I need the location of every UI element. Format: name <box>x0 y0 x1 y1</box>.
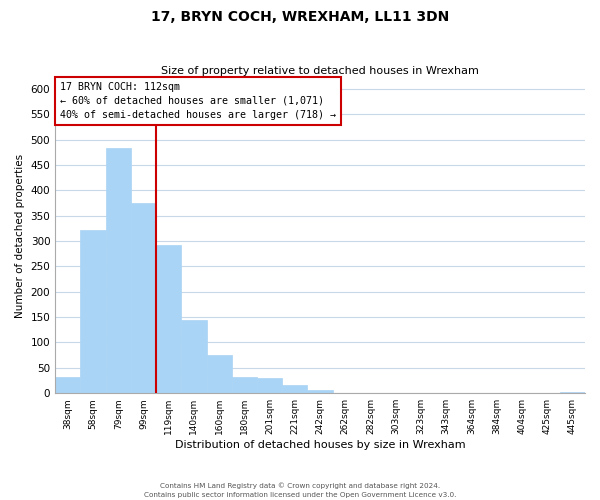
Bar <box>181 320 206 393</box>
Text: 17 BRYN COCH: 112sqm
← 60% of detached houses are smaller (1,071)
40% of semi-de: 17 BRYN COCH: 112sqm ← 60% of detached h… <box>61 82 337 120</box>
Bar <box>206 355 232 393</box>
Y-axis label: Number of detached properties: Number of detached properties <box>15 154 25 318</box>
Text: 17, BRYN COCH, WREXHAM, LL11 3DN: 17, BRYN COCH, WREXHAM, LL11 3DN <box>151 10 449 24</box>
Bar <box>80 230 106 393</box>
Bar <box>257 378 282 393</box>
Bar <box>232 378 257 393</box>
Bar <box>131 203 156 393</box>
Title: Size of property relative to detached houses in Wrexham: Size of property relative to detached ho… <box>161 66 479 76</box>
Text: Contains HM Land Registry data © Crown copyright and database right 2024.
Contai: Contains HM Land Registry data © Crown c… <box>144 482 456 498</box>
Bar <box>156 245 181 393</box>
Bar <box>307 390 332 393</box>
Bar <box>55 377 80 393</box>
Bar <box>282 385 307 393</box>
Bar <box>106 148 131 393</box>
X-axis label: Distribution of detached houses by size in Wrexham: Distribution of detached houses by size … <box>175 440 466 450</box>
Bar <box>560 392 585 393</box>
